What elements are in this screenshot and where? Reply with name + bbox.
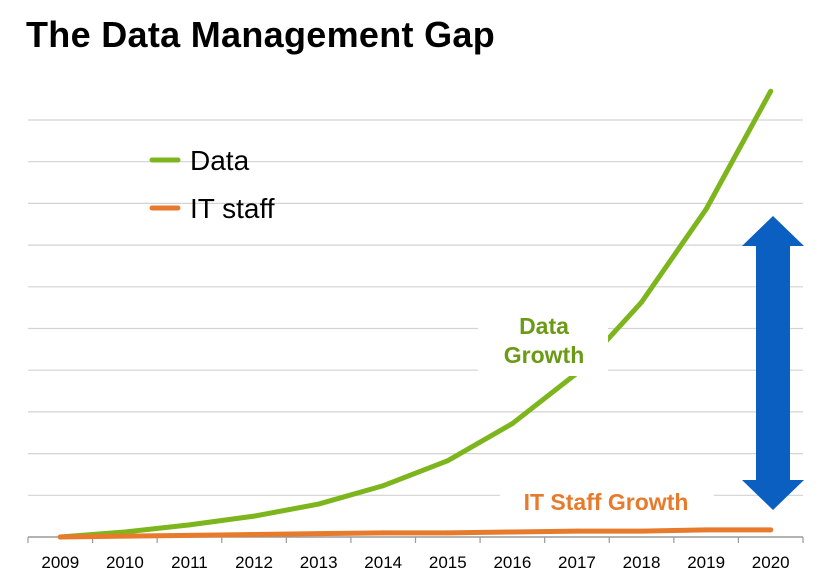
- x-tick-label: 2016: [493, 553, 531, 572]
- x-tick-label: 2019: [687, 553, 725, 572]
- series-line-it-staff: [57, 527, 774, 540]
- x-tick-label: 2015: [429, 553, 467, 572]
- legend-label: IT staff: [190, 193, 275, 224]
- annotation-backdrop: [500, 485, 714, 519]
- it-staff-growth-label: IT Staff Growth: [524, 489, 689, 515]
- x-tick-label: 2010: [106, 553, 144, 572]
- data-point: [316, 501, 322, 507]
- x-tick-label: 2011: [171, 553, 208, 572]
- x-tick-label: 2014: [364, 553, 402, 572]
- data-point: [768, 88, 774, 94]
- x-tick-label: 2020: [752, 553, 790, 572]
- x-tick-label: 2013: [300, 553, 338, 572]
- data-point: [380, 530, 386, 536]
- data-point: [768, 527, 774, 533]
- data-point: [380, 483, 386, 489]
- data-point: [509, 421, 515, 426]
- data-point: [445, 458, 451, 464]
- x-axis-ticks: 2009 2010 2011 2012 2013 2014 2015 2016 2017 2018…: [27, 537, 804, 572]
- data-point: [251, 532, 257, 537]
- x-tick-label: 2018: [623, 553, 661, 572]
- legend: Data IT staff: [149, 145, 275, 224]
- data-point: [703, 206, 709, 212]
- chart-title: The Data Management Gap: [26, 14, 495, 55]
- data-point: [187, 532, 192, 538]
- data-point: [574, 528, 580, 534]
- data-point: [639, 528, 644, 534]
- data-point: [122, 529, 128, 535]
- data-series: [57, 88, 774, 540]
- data-point: [187, 522, 192, 528]
- series-line-data: [57, 88, 774, 540]
- data-growth-label: Growth: [504, 342, 585, 368]
- x-tick-label: 2017: [558, 553, 596, 572]
- x-tick-label: 2012: [235, 553, 273, 572]
- data-point: [57, 534, 63, 540]
- data-point: [445, 530, 451, 536]
- data-point: [703, 527, 709, 533]
- data-point: [316, 531, 322, 537]
- annotation-backdrop: [478, 306, 608, 376]
- data-point: [251, 513, 257, 519]
- data-point: [509, 529, 515, 535]
- annotations: Data Growth IT Staff Growth: [478, 216, 804, 519]
- data-growth-label: Data: [519, 313, 569, 339]
- gridlines: [28, 119, 803, 538]
- x-tick-label: 2009: [41, 553, 79, 572]
- legend-label: Data: [190, 145, 250, 176]
- data-point: [122, 533, 128, 539]
- gap-double-arrow-icon: [742, 216, 804, 510]
- data-point: [639, 299, 644, 305]
